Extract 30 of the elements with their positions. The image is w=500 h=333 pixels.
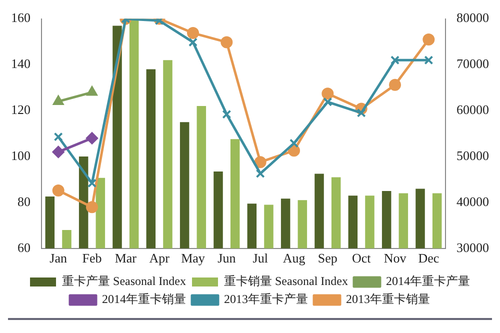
legend-label: 2014年重卡产量: [386, 274, 470, 288]
y2-tick-label: 30000: [456, 240, 489, 255]
x-tick-label: Apr: [149, 250, 170, 266]
y2-tick-label: 70000: [456, 56, 489, 72]
x-tick-label: Jun: [218, 250, 236, 266]
y-tick-label: 160: [11, 10, 30, 26]
y-tick-label: 120: [11, 102, 30, 118]
legend-label: 2013年重卡销量: [346, 292, 430, 306]
x-tick-label: Nov: [384, 250, 407, 266]
legend-label: 2014年重卡销量: [102, 292, 186, 306]
x-tick-label: May: [181, 250, 206, 266]
y2-tick-label: 50000: [456, 148, 489, 163]
legend-label: 重卡销量 Seasonal Index: [224, 274, 348, 288]
x-tick-label: Feb: [82, 250, 102, 266]
x-tick-label: Dec: [418, 250, 440, 266]
x-tick-label: Mar: [114, 250, 138, 266]
x-tick-label: Aug: [282, 250, 306, 266]
y-tick-label: 60: [18, 240, 30, 255]
legend-label: 2013年重卡产量: [224, 292, 308, 306]
y2-tick-label: 40000: [456, 194, 489, 209]
x-tick-label: Jan: [50, 250, 68, 266]
x-tick-label: Sep: [318, 250, 338, 266]
y-tick-label: 100: [11, 148, 30, 163]
legend-label: 重卡产量 Seasonal Index: [62, 274, 186, 288]
y-tick-label: 80: [18, 194, 30, 209]
x-tick-label: Jul: [252, 250, 268, 266]
y-tick-label: 140: [11, 56, 30, 72]
y2-tick-label: 80000: [456, 10, 489, 26]
x-tick-label: Oct: [352, 250, 372, 266]
y2-tick-label: 60000: [456, 102, 489, 118]
